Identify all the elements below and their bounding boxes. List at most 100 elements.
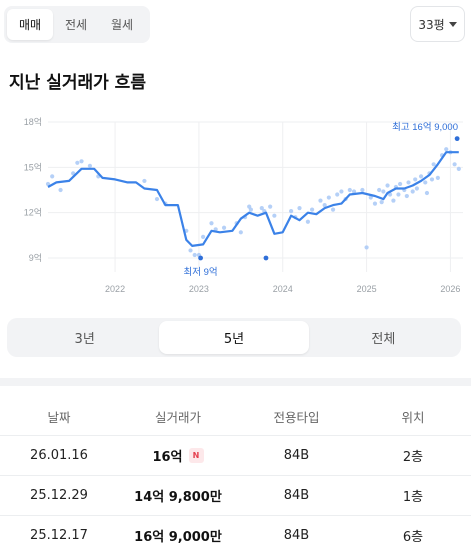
row-price: 14억 9,800만 <box>134 490 222 505</box>
row-price-cell: 16억 9,000만 <box>118 526 238 545</box>
period-tabs: 3년 5년 전체 <box>7 318 461 357</box>
row-date: 25.12.29 <box>30 488 88 503</box>
scatter-point <box>45 181 51 187</box>
scatter-point <box>330 207 336 212</box>
row-date: 26.01.16 <box>30 448 88 463</box>
scatter-point <box>75 160 80 165</box>
scatter-point <box>423 180 428 185</box>
row-type: 84B <box>283 448 310 463</box>
scatter-point <box>309 207 315 212</box>
scatter-point <box>339 189 344 194</box>
tab-5-years[interactable]: 5년 <box>159 321 309 354</box>
scatter-point <box>326 195 331 200</box>
scatter-point <box>58 187 63 193</box>
scatter-point <box>431 162 436 167</box>
scatter-point <box>391 198 396 203</box>
x-tick-label: 2024 <box>273 284 293 294</box>
header-floor: 위치 <box>401 410 425 425</box>
header-price: 실거래가 <box>154 410 201 425</box>
scatter-point <box>381 189 386 194</box>
transaction-table: 날짜 실거래가 전용타입 위치 26.01.16 16억 N 84B 2층 25… <box>0 398 471 553</box>
new-badge: N <box>188 448 204 463</box>
row-floor: 6층 <box>402 530 424 545</box>
scatter-point <box>452 162 457 167</box>
tab-all[interactable]: 전체 <box>371 332 396 347</box>
row-price-cell: 14억 9,800만 <box>118 486 238 505</box>
scatter-point <box>50 174 55 179</box>
scatter-point <box>414 186 419 191</box>
table-header: 날짜 실거래가 전용타입 위치 <box>0 398 471 436</box>
scatter-point <box>142 178 147 184</box>
scatter-point <box>248 207 253 212</box>
scatter-point <box>259 206 264 211</box>
scatter-point <box>297 206 302 211</box>
scatter-point <box>387 192 393 197</box>
scatter-point <box>201 234 206 239</box>
row-date: 25.12.17 <box>30 528 88 543</box>
scatter-point <box>154 196 160 202</box>
scatter-point <box>424 190 430 196</box>
scatter-point <box>351 189 357 194</box>
scatter-point <box>377 187 382 193</box>
tab-3-years[interactable]: 3년 <box>74 332 95 347</box>
scatter-point <box>385 183 390 188</box>
header-type: 전용타입 <box>273 410 320 425</box>
row-price: 16억 <box>152 450 183 465</box>
scatter-point <box>435 175 440 181</box>
tab-sale[interactable]: 매매 <box>7 9 53 40</box>
y-tick-label: 18억 <box>24 116 42 127</box>
scatter-point <box>410 189 415 194</box>
table-row[interactable]: 25.12.29 14억 9,800만 84B 1층 <box>0 476 471 516</box>
price-trend-chart[interactable]: 18억 15억 12억 9억 2022 2023 2024 2025 2026 최고 16억 9,… <box>0 105 471 300</box>
scatter-point <box>398 181 403 187</box>
scatter-point <box>192 252 197 258</box>
scatter-point <box>444 147 449 152</box>
y-tick-label: 9억 <box>29 252 42 263</box>
scatter-point <box>418 174 424 179</box>
highlight-point <box>198 255 203 261</box>
deal-type-tabs: 매매 전세 월세 <box>4 6 150 43</box>
max-price-label: 최고 16억 9,000 <box>392 121 458 133</box>
scatter-point <box>396 192 401 197</box>
header-date: 날짜 <box>47 410 71 425</box>
scatter-point <box>372 201 378 206</box>
table-row[interactable]: 26.01.16 16억 N 84B 2층 <box>0 436 471 476</box>
highlight-point <box>263 255 269 261</box>
y-tick-label: 15억 <box>24 161 42 172</box>
scatter-point <box>289 209 294 214</box>
row-floor: 2층 <box>402 450 424 465</box>
row-type: 84B <box>283 528 310 543</box>
row-type: 84B <box>283 488 310 503</box>
min-price-label: 최저 9억 <box>184 266 218 278</box>
area-size-value: 33평 <box>418 17 445 32</box>
scatter-point <box>305 219 310 224</box>
scatter-point <box>406 180 411 185</box>
row-floor: 1층 <box>402 490 424 505</box>
scatter-point <box>360 187 365 193</box>
row-price: 16억 9,000만 <box>134 530 222 545</box>
scatter-point <box>404 193 409 199</box>
scatter-point <box>429 177 435 182</box>
x-tick-label: 2026 <box>440 284 460 294</box>
scatter-point <box>87 163 93 168</box>
scatter-point <box>268 204 273 209</box>
scatter-point <box>188 248 193 253</box>
scatter-point <box>322 203 327 208</box>
scatter-point <box>221 225 227 230</box>
table-row[interactable]: 25.12.17 16억 9,000만 84B 6층 <box>0 516 471 553</box>
y-tick-label: 12억 <box>24 207 42 218</box>
scatter-point <box>335 192 340 197</box>
row-price-cell: 16억 N <box>118 446 238 465</box>
x-tick-label: 2025 <box>357 284 377 294</box>
scatter-point <box>209 221 214 226</box>
scatter-point <box>238 230 243 235</box>
area-size-select[interactable]: 33평 <box>410 6 465 42</box>
trend-line <box>47 151 459 247</box>
scatter-point <box>456 166 461 171</box>
scatter-point <box>79 159 84 164</box>
scatter-point <box>413 177 418 182</box>
tab-monthly-rent[interactable]: 월세 <box>110 18 134 32</box>
x-tick-label: 2022 <box>105 284 125 294</box>
section-title: 지난 실거래가 흐름 <box>9 73 146 93</box>
tab-jeonse[interactable]: 전세 <box>64 18 88 32</box>
